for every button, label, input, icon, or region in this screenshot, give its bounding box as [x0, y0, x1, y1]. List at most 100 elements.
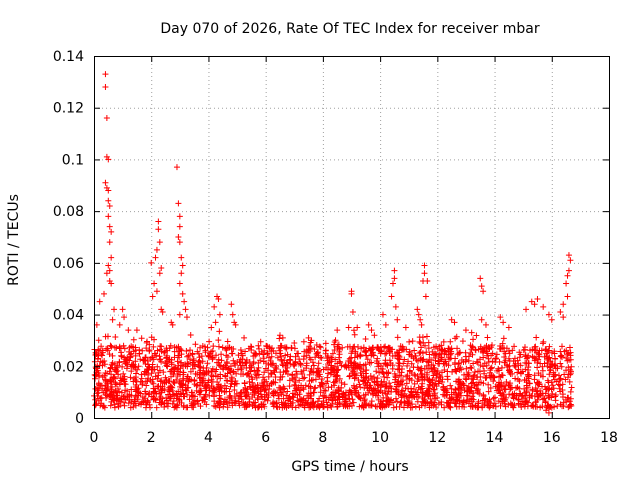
data-point	[283, 368, 290, 375]
data-point	[226, 400, 233, 407]
data-point	[462, 375, 469, 382]
data-point	[202, 382, 209, 389]
data-point	[243, 403, 250, 410]
data-point	[133, 378, 140, 385]
data-point	[130, 364, 137, 371]
data-point	[507, 386, 514, 393]
data-point	[406, 376, 413, 383]
y-axis-ticks: 0 0.02 0.04 0.06 0.08 0.1 0.12 0.14	[53, 49, 609, 427]
data-point	[534, 296, 541, 303]
data-point	[454, 345, 461, 352]
data-point	[102, 71, 109, 78]
data-point	[130, 336, 137, 343]
data-point	[252, 350, 259, 357]
data-point	[487, 384, 494, 391]
data-point	[496, 358, 503, 365]
data-point	[398, 394, 405, 401]
data-point	[537, 392, 544, 399]
data-point	[277, 344, 284, 351]
data-point	[304, 400, 311, 407]
data-point	[500, 335, 507, 342]
data-point	[395, 391, 402, 398]
data-point	[547, 363, 554, 370]
data-point	[415, 311, 422, 318]
data-point	[212, 403, 219, 410]
data-point	[384, 391, 391, 398]
data-point	[507, 384, 514, 391]
data-point	[226, 365, 233, 372]
x-tick-label: 10	[371, 430, 389, 446]
data-point	[343, 402, 350, 409]
data-point	[440, 383, 447, 390]
data-point	[101, 358, 108, 365]
data-point	[533, 388, 540, 395]
data-point	[140, 399, 147, 406]
data-point	[256, 403, 263, 410]
data-point	[106, 239, 113, 246]
data-point	[451, 400, 458, 407]
data-point	[200, 375, 207, 382]
data-point	[461, 404, 468, 411]
data-point	[555, 372, 562, 379]
data-point	[568, 363, 575, 370]
data-point	[216, 328, 223, 335]
data-point	[131, 398, 138, 405]
data-point	[121, 392, 128, 399]
y-tick-label: 0	[75, 411, 84, 427]
data-point	[558, 363, 565, 370]
data-point	[283, 344, 290, 351]
data-point	[108, 228, 115, 235]
data-point	[194, 371, 201, 378]
data-point	[196, 375, 203, 382]
data-point	[191, 376, 198, 383]
data-point	[167, 394, 174, 401]
data-point	[223, 359, 230, 366]
data-point	[401, 390, 408, 397]
data-point	[533, 349, 540, 356]
data-point	[157, 378, 164, 385]
data-point	[563, 280, 570, 287]
data-point	[568, 384, 575, 391]
data-point	[368, 398, 375, 405]
data-point	[220, 401, 227, 408]
data-point	[542, 399, 549, 406]
data-point	[305, 334, 312, 341]
data-point	[158, 377, 165, 384]
data-point	[390, 404, 397, 411]
data-point	[251, 388, 258, 395]
data-point	[276, 335, 283, 342]
data-point	[150, 396, 157, 403]
data-point	[415, 393, 422, 400]
data-point	[331, 382, 338, 389]
data-point	[269, 361, 276, 368]
data-point	[312, 376, 319, 383]
data-point	[201, 393, 208, 400]
data-point	[320, 403, 327, 410]
data-point	[231, 319, 238, 326]
data-point	[311, 385, 318, 392]
data-point	[268, 371, 275, 378]
data-point	[121, 314, 128, 321]
data-point	[416, 338, 423, 345]
data-point	[335, 388, 342, 395]
data-point	[433, 404, 440, 411]
data-point	[276, 332, 283, 339]
data-point	[544, 403, 551, 410]
data-point	[426, 382, 433, 389]
data-point	[548, 404, 555, 411]
data-point	[105, 197, 112, 204]
data-point	[184, 391, 191, 398]
data-point	[315, 403, 322, 410]
data-point	[378, 362, 385, 369]
data-point	[293, 370, 300, 377]
data-point	[444, 368, 451, 375]
data-point	[318, 355, 325, 362]
data-point	[437, 374, 444, 381]
data-point	[324, 357, 331, 364]
data-point	[469, 351, 476, 358]
data-point	[249, 403, 256, 410]
data-point	[328, 391, 335, 398]
data-point	[178, 391, 185, 398]
data-point	[321, 387, 328, 394]
data-point	[108, 254, 115, 261]
